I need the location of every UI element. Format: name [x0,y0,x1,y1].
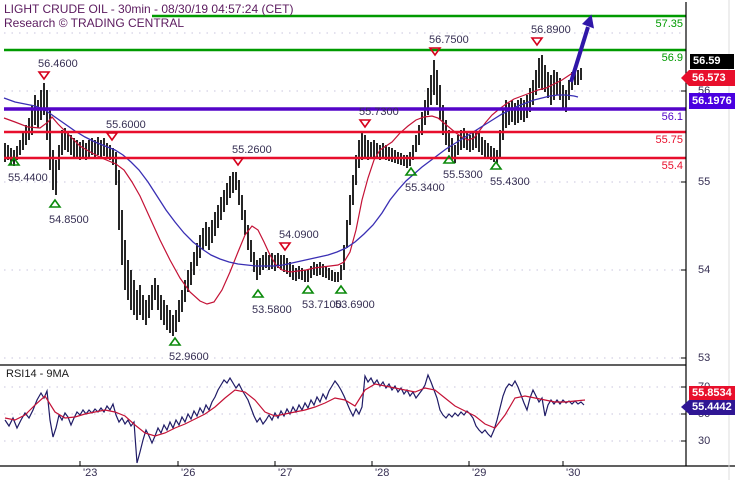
support-marker-icon [251,288,265,298]
support-marker-icon [301,284,315,294]
resistance-marker-icon [428,47,442,57]
ma-fast-red-line [3,71,575,305]
support-marker-icon [168,336,182,346]
rsi-line [4,373,585,464]
support-marker-icon [404,166,418,176]
ma-slow-blue-line [3,94,579,267]
support-marker-icon [442,154,456,164]
resistance-marker-icon [105,132,119,142]
resistance-marker-icon [278,242,292,252]
trend-arrow-head-icon [582,14,594,29]
support-marker-icon [7,156,21,166]
support-marker-icon [334,284,348,294]
resistance-marker-icon [231,157,245,167]
candlestick-series [4,55,582,336]
resistance-marker-icon [37,71,51,81]
trend-arrow-shaft [569,26,590,83]
resistance-marker-icon [358,119,372,129]
resistance-marker-icon [530,37,544,47]
support-marker-icon [489,160,503,170]
rsi-ma-line [4,383,586,437]
support-marker-icon [48,198,62,208]
